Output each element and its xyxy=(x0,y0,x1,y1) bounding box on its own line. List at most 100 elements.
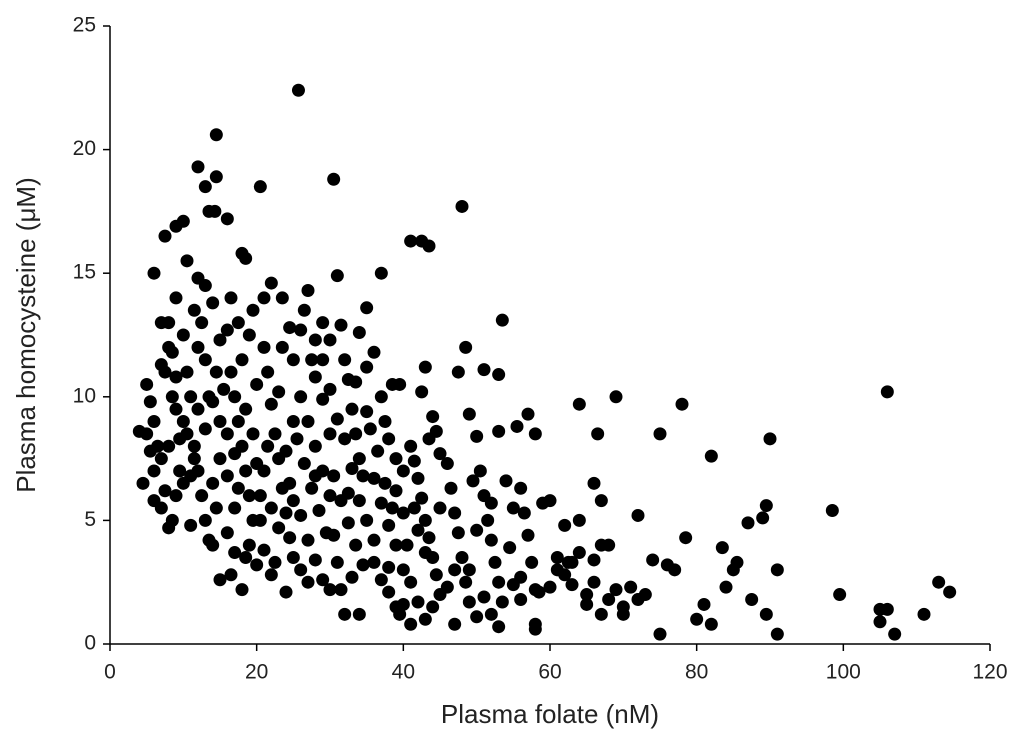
point xyxy=(286,353,300,367)
point xyxy=(770,563,784,577)
point xyxy=(239,402,253,416)
point xyxy=(294,563,308,577)
point xyxy=(228,447,242,461)
point xyxy=(297,457,311,471)
point xyxy=(690,612,704,626)
point xyxy=(396,506,410,520)
point xyxy=(415,385,429,399)
x-tick-label: 100 xyxy=(826,661,861,684)
point xyxy=(411,471,425,485)
x-tick-label: 120 xyxy=(972,661,1007,684)
point xyxy=(187,303,201,317)
point xyxy=(264,568,278,582)
point xyxy=(327,172,341,186)
point xyxy=(459,340,473,354)
point xyxy=(679,531,693,545)
point xyxy=(422,239,436,253)
point xyxy=(594,494,608,508)
point xyxy=(158,229,172,243)
point xyxy=(154,452,168,466)
point xyxy=(715,541,729,555)
point xyxy=(283,531,297,545)
point xyxy=(301,284,315,298)
point xyxy=(756,511,770,525)
point xyxy=(653,427,667,441)
point xyxy=(580,588,594,602)
point xyxy=(268,555,282,569)
point xyxy=(477,590,491,604)
point xyxy=(374,573,388,587)
point xyxy=(770,627,784,641)
y-tick-label: 10 xyxy=(73,384,96,407)
point xyxy=(550,550,564,564)
point xyxy=(433,447,447,461)
point xyxy=(250,558,264,572)
point xyxy=(352,494,366,508)
point xyxy=(396,464,410,478)
point xyxy=(558,518,572,532)
point xyxy=(209,170,223,184)
point xyxy=(290,432,304,446)
point xyxy=(371,444,385,458)
point xyxy=(165,345,179,359)
point xyxy=(341,516,355,530)
point xyxy=(451,365,465,379)
point xyxy=(162,439,176,453)
point xyxy=(433,501,447,515)
point xyxy=(231,415,245,429)
point xyxy=(360,513,374,527)
point xyxy=(264,501,278,515)
point xyxy=(338,353,352,367)
point xyxy=(492,620,506,634)
point xyxy=(283,476,297,490)
point xyxy=(536,496,550,510)
point xyxy=(591,427,605,441)
point xyxy=(191,160,205,174)
y-tick-label: 25 xyxy=(73,14,96,37)
point xyxy=(286,494,300,508)
point xyxy=(305,353,319,367)
point xyxy=(580,597,594,611)
point xyxy=(374,390,388,404)
point xyxy=(389,452,403,466)
point xyxy=(323,427,337,441)
point xyxy=(239,464,253,478)
point xyxy=(279,506,293,520)
point xyxy=(140,427,154,441)
point xyxy=(697,597,711,611)
point xyxy=(426,600,440,614)
point xyxy=(367,533,381,547)
point xyxy=(224,365,238,379)
point xyxy=(246,303,260,317)
point xyxy=(470,523,484,537)
point xyxy=(521,528,535,542)
point xyxy=(257,340,271,354)
point xyxy=(228,546,242,560)
point xyxy=(352,326,366,340)
point xyxy=(506,501,520,515)
point xyxy=(253,489,267,503)
point xyxy=(418,612,432,626)
y-axis-title: Plasma homocysteine (μM) xyxy=(11,177,41,493)
point xyxy=(147,415,161,429)
point xyxy=(261,365,275,379)
point xyxy=(943,585,957,599)
point xyxy=(294,323,308,337)
point xyxy=(462,563,476,577)
point xyxy=(565,578,579,592)
point xyxy=(235,583,249,597)
point xyxy=(165,513,179,527)
point xyxy=(429,424,443,438)
point xyxy=(198,513,212,527)
point xyxy=(334,583,348,597)
point xyxy=(308,553,322,567)
point xyxy=(528,622,542,636)
point xyxy=(231,316,245,330)
point xyxy=(316,573,330,587)
point xyxy=(448,506,462,520)
point xyxy=(514,481,528,495)
point xyxy=(195,489,209,503)
point xyxy=(349,538,363,552)
point xyxy=(297,303,311,317)
